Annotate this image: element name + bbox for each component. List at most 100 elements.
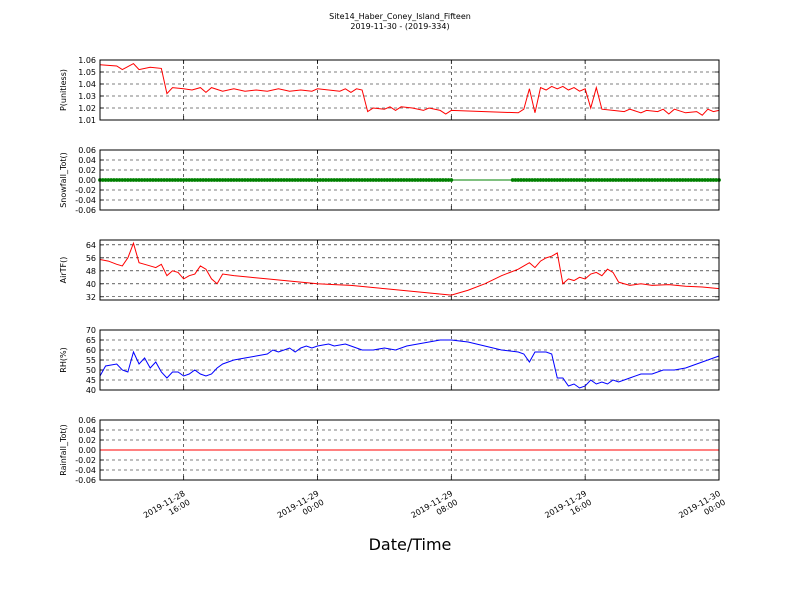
series-point — [664, 178, 668, 182]
series-point — [170, 178, 175, 182]
series-point — [167, 178, 172, 182]
y-tick-label: 65 — [86, 336, 96, 345]
series-point — [137, 178, 141, 182]
y-axis-label: RH(%) — [59, 347, 68, 372]
series-point — [390, 178, 395, 182]
series-point — [427, 178, 431, 182]
series-point — [655, 178, 660, 182]
series-point — [661, 178, 666, 182]
y-tick-label: 1.06 — [78, 56, 96, 65]
series-point — [310, 178, 314, 182]
series-point — [633, 178, 638, 182]
series-point — [206, 178, 211, 182]
y-tick-label: 56 — [86, 254, 96, 263]
series-point — [354, 178, 359, 182]
series-point — [393, 178, 398, 182]
axes-frame — [99, 59, 720, 121]
series-point — [708, 178, 713, 182]
series-point — [231, 178, 236, 182]
series-point — [162, 178, 167, 182]
series-point — [594, 178, 599, 182]
series-point — [382, 178, 387, 182]
series-point — [611, 178, 615, 182]
series-point — [321, 178, 325, 182]
y-tick-label: 48 — [86, 267, 96, 276]
series-point — [580, 178, 585, 182]
series-point — [599, 178, 604, 182]
series-point — [112, 178, 116, 182]
series-point — [284, 178, 289, 182]
panels: 1.01 1.02 1.03 1.04 1.05 1.06 P(unitless) -0.06… — [59, 56, 721, 485]
series-point — [563, 178, 568, 182]
series-point — [438, 178, 443, 182]
series-point — [159, 178, 164, 182]
series-point — [290, 178, 295, 182]
axes-frame — [99, 239, 720, 301]
axes-frame — [99, 149, 720, 211]
series-point — [251, 178, 256, 182]
series-point — [683, 178, 688, 182]
series-point — [178, 178, 183, 182]
series-point — [198, 178, 203, 182]
series-point — [622, 178, 627, 182]
figure-subtitle: 2019-11-30 - (2019-334) — [350, 22, 449, 31]
series-point — [694, 178, 699, 182]
y-tick-label: -0.04 — [75, 196, 96, 205]
series-point — [276, 178, 281, 182]
series-point — [204, 178, 208, 182]
y-tick-label: 55 — [86, 356, 96, 365]
y-tick-label: 40 — [86, 386, 96, 395]
series-point — [583, 178, 588, 182]
series-point — [608, 178, 613, 182]
series-point — [106, 178, 111, 182]
series-point — [296, 178, 300, 182]
series-point — [346, 178, 351, 182]
series-point — [212, 178, 217, 182]
series-point — [257, 178, 261, 182]
series-point — [516, 178, 521, 182]
series-point — [195, 178, 200, 182]
series-point — [396, 178, 401, 182]
series-point — [530, 178, 535, 182]
series-point — [597, 178, 601, 182]
series-point — [441, 178, 445, 182]
series-point — [569, 178, 574, 182]
series-point — [627, 178, 632, 182]
series-point — [142, 178, 147, 182]
y-axis-label: Snowfall_Tot() — [59, 152, 68, 208]
series-point — [215, 178, 220, 182]
y-tick-label: 0.02 — [78, 436, 96, 445]
y-tick-label: 0.04 — [78, 426, 96, 435]
series-point — [365, 178, 370, 182]
series-point — [335, 178, 339, 182]
y-axis-label: Rainfall_Tot() — [59, 424, 68, 476]
panel-3: 32 40 48 56 64 AirTF() — [59, 239, 720, 302]
series-point — [293, 178, 298, 182]
series-point — [549, 178, 554, 182]
series-point — [218, 178, 222, 182]
series-point — [647, 178, 652, 182]
series-point — [510, 178, 515, 182]
series-point — [360, 178, 364, 182]
series-point — [103, 178, 108, 182]
y-tick-label: 1.02 — [78, 104, 96, 113]
series-point — [566, 178, 571, 182]
series-point — [535, 178, 540, 182]
series-point — [513, 178, 518, 182]
series-point — [588, 178, 593, 182]
series-point — [527, 178, 532, 182]
series-point — [262, 178, 267, 182]
series-point — [421, 178, 426, 182]
series-point — [446, 178, 451, 182]
panel-1: 1.01 1.02 1.03 1.04 1.05 1.06 P(unitless) — [59, 56, 720, 125]
series-point — [658, 178, 663, 182]
series-point — [686, 178, 691, 182]
series-point — [287, 178, 292, 182]
series-point — [449, 178, 454, 182]
series-point — [312, 178, 317, 182]
series-point — [279, 178, 284, 182]
series-point — [429, 178, 434, 182]
series-point — [134, 178, 139, 182]
series-point — [547, 178, 551, 182]
